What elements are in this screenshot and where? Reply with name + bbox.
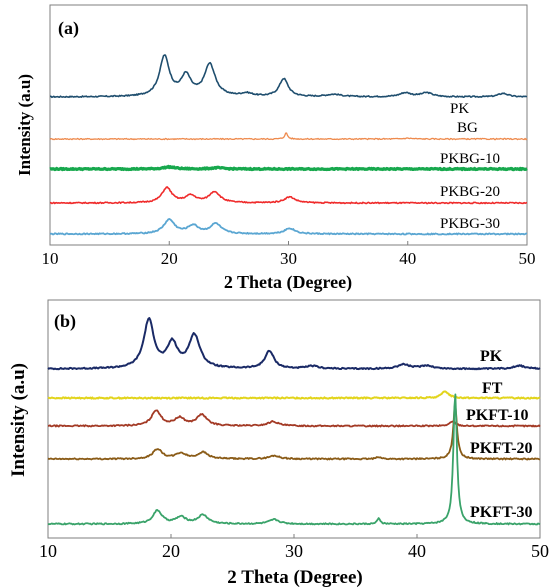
x-tick-label: 20	[162, 541, 180, 561]
series-label-ft: FT	[482, 380, 503, 397]
series-group-a: PK BG PKBG-10 PKBG-20 PKBG-30	[49, 54, 528, 236]
series-label-bg: BG	[457, 120, 478, 136]
x-tick-label: 30	[280, 249, 297, 268]
series-label-pk: PK	[480, 348, 503, 365]
series-label-pkft-10: PKFT-10	[466, 407, 529, 424]
x-tick-label: 40	[399, 249, 416, 268]
panel-label-a: (a)	[58, 18, 79, 39]
panel-label-b: (b)	[54, 311, 76, 332]
x-ticks-a: 10 20 30 40 50	[42, 241, 536, 268]
x-axis-label-b: 2 Theta (Degree)	[227, 567, 362, 588]
series-line-pkbg-30	[49, 218, 528, 236]
plot-frame-a	[49, 4, 528, 246]
x-tick-label: 30	[285, 541, 303, 561]
series-label-pkft-20: PKFT-20	[470, 440, 533, 457]
x-tick-label: 50	[519, 249, 536, 268]
series-line-bg	[49, 132, 528, 141]
chart-panel-b: (b) PK FT PKFT-10 PKFT-20 PKFT-30 10 20 30 40 50…	[8, 299, 549, 588]
series-label-pk: PK	[450, 101, 469, 117]
series-line-pkft-20	[47, 404, 541, 461]
series-label-pkbg-10: PKBG-10	[440, 151, 500, 167]
series-line-pkft-30	[47, 393, 541, 526]
series-label-pkbg-20: PKBG-20	[440, 184, 500, 200]
series-line-pkbg-20	[49, 186, 528, 205]
series-line-pk	[47, 317, 541, 371]
series-label-pkft-30: PKFT-30	[470, 504, 533, 521]
y-axis-label-b: Intensity (a.u)	[8, 363, 29, 477]
x-axis-label-a: 2 Theta (Degree)	[224, 272, 352, 293]
x-tick-label: 10	[39, 541, 57, 561]
x-tick-label: 10	[42, 249, 59, 268]
y-axis-label-a: Intensity (a.u)	[15, 74, 34, 176]
x-ticks-b: 10 20 30 40 50	[39, 534, 549, 561]
series-line-pk	[49, 54, 528, 99]
x-tick-label: 20	[161, 249, 178, 268]
series-line-pkbg-10	[49, 164, 528, 172]
series-group-b: PK FT PKFT-10 PKFT-20 PKFT-30	[47, 317, 541, 526]
x-tick-label: 40	[408, 541, 426, 561]
x-tick-label: 50	[531, 541, 549, 561]
series-label-pkbg-30: PKBG-30	[440, 216, 500, 232]
series-line-ft	[47, 390, 541, 400]
chart-panel-a: (a) PK BG PKBG-10 PKBG-20 PKBG-30 10 20 30 40 50…	[15, 4, 536, 293]
series-line-pkft-10	[47, 409, 541, 428]
